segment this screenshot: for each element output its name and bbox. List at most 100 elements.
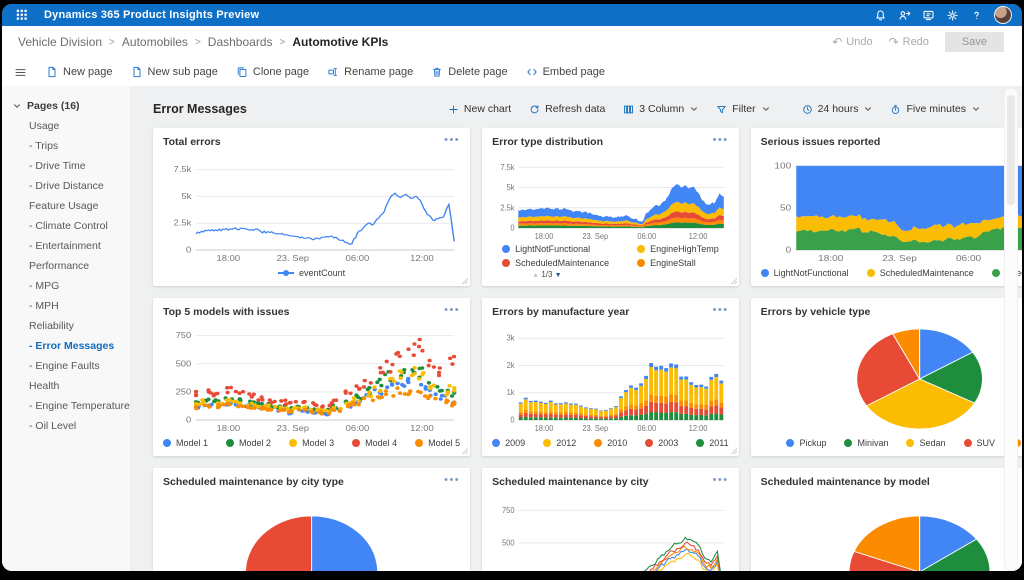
breadcrumb-link[interactable]: Vehicle Division — [18, 35, 103, 49]
settings-icon[interactable] — [940, 5, 964, 25]
pager-down-icon[interactable]: ▼ — [554, 272, 562, 279]
toolbar-filter-button[interactable]: Filter — [708, 101, 777, 117]
sidebar-item-drive-distance[interactable]: - Drive Distance — [29, 180, 104, 192]
svg-text:06:00: 06:00 — [956, 254, 981, 263]
resize-handle[interactable] — [728, 276, 737, 284]
bell-icon[interactable] — [868, 5, 892, 25]
legend-label: Model 3 — [302, 438, 335, 448]
toolbar-new-chart-button[interactable]: New chart — [440, 101, 519, 117]
legend-label: EngineStall — [650, 258, 696, 269]
sidebar-item-mph[interactable]: - MPH — [29, 300, 59, 312]
more-options-icon[interactable]: ••• — [444, 134, 461, 146]
filter-icon — [716, 104, 727, 115]
chart-title: Total errors — [163, 136, 221, 148]
sidebar-item-error-messages[interactable]: - Error Messages — [29, 340, 115, 352]
undo-button[interactable]: ↶ Undo — [832, 35, 873, 49]
user-avatar[interactable] — [994, 6, 1012, 24]
sidebar-item-drive-time[interactable]: - Drive Time — [29, 160, 86, 172]
chart-legend: PickupMinivanSedanSUVSports — [761, 434, 1022, 452]
chart-card: Serious issues reported••• 0 50 100 18:00 23.… — [750, 128, 1022, 286]
svg-text:23. Sep: 23. Sep — [277, 254, 310, 263]
legend-label: 2003 — [658, 438, 679, 448]
chart-card-header: Total errors ••• — [163, 134, 461, 154]
dashboard-main: Error Messages New chart Refresh data 3 Co… — [131, 86, 1022, 571]
save-button[interactable]: Save — [944, 32, 1004, 52]
toolbar-refresh-data-button[interactable]: Refresh data — [521, 101, 613, 117]
breadcrumb-link[interactable]: Dashboards — [207, 35, 273, 49]
sidebar-item-usage[interactable]: Usage — [29, 120, 60, 132]
legend-dot — [760, 269, 769, 277]
pages-header[interactable]: Pages (16) — [2, 98, 130, 116]
svg-text:23. Sep: 23. Sep — [277, 424, 310, 433]
legend-dot — [289, 439, 298, 447]
sidebar-item-performance[interactable]: Performance — [29, 260, 90, 272]
resize-handle[interactable] — [460, 446, 469, 454]
sidebar-item-mpg[interactable]: - MPG — [29, 280, 60, 292]
toolbar-3-column-button[interactable]: 3 Column — [615, 101, 706, 117]
more-options-icon[interactable]: ••• — [712, 474, 729, 486]
svg-text:23. Sep: 23. Sep — [583, 424, 609, 433]
clone-page-button[interactable]: Clone page — [227, 63, 318, 81]
resize-handle[interactable] — [460, 276, 469, 284]
legend-dot — [637, 259, 646, 268]
chart-toolbar: New chart Refresh data 3 Column Filter 24 ho… — [440, 101, 988, 117]
pages-header-label: Pages (16) — [27, 100, 80, 112]
more-options-icon[interactable]: ••• — [444, 474, 461, 486]
sidebar-item-feature-usage[interactable]: Feature Usage — [29, 200, 99, 212]
feedback-icon[interactable] — [916, 5, 940, 25]
new-sub-page-icon — [131, 66, 143, 78]
sidebar-item-engine-faults[interactable]: - Engine Faults — [29, 360, 100, 372]
new-page-button[interactable]: New page — [37, 63, 122, 81]
sidebar-item-climate-control[interactable]: - Climate Control — [29, 220, 108, 232]
legend-item: SUV — [963, 438, 995, 448]
share-user-icon[interactable] — [892, 5, 916, 25]
svg-text:7.5k: 7.5k — [173, 165, 191, 174]
sidebar-item-engine-temperature[interactable]: - Engine Temperature — [29, 400, 130, 412]
chart-card: Errors by vehicle type••• Pickup Minivan Se… — [750, 298, 1022, 456]
app-launcher-waffle-icon[interactable] — [12, 5, 32, 25]
chart-legend: 2009 2012 2010 2003 2011 — [492, 434, 729, 452]
chart-title: Errors by manufacture year — [492, 306, 630, 318]
embed-page-button[interactable]: Embed page — [517, 63, 614, 81]
hamburger-menu-icon[interactable] — [14, 66, 27, 79]
toolbar-five-minutes-button[interactable]: Five minutes — [882, 101, 988, 117]
help-icon[interactable] — [964, 5, 988, 25]
legend-item: Sedan — [906, 438, 946, 448]
delete-page-button[interactable]: Delete page — [422, 63, 516, 81]
new-sub-page-button[interactable]: New sub page — [122, 63, 227, 81]
resize-handle[interactable] — [728, 446, 737, 454]
more-options-icon[interactable]: ••• — [712, 134, 729, 146]
chart-card: Error type distribution ••• 0 2.5k 5k 7.5k 18:… — [482, 128, 739, 286]
legend-item: ScheduledMaintenance — [502, 258, 609, 268]
breadcrumb-link[interactable]: Automobiles — [121, 35, 188, 49]
clock-icon — [802, 104, 813, 115]
svg-text:50: 50 — [780, 203, 791, 212]
legend-dot — [645, 439, 654, 447]
edit-actions: ↶ Undo ↷ Redo Save — [832, 32, 1004, 52]
content-body: Pages (16) Usage - Trips - Drive Time - Dri… — [2, 86, 1022, 571]
sidebar-item-oil-level[interactable]: - Oil Level — [29, 420, 77, 432]
svg-text:12:00: 12:00 — [689, 424, 708, 433]
sidebar-item-trips[interactable]: - Trips — [29, 140, 59, 152]
more-options-icon[interactable]: ••• — [712, 304, 729, 316]
svg-text:18:00: 18:00 — [217, 254, 241, 263]
pager-up-icon[interactable]: ▲ — [532, 272, 540, 279]
scrollbar-thumb[interactable] — [1007, 95, 1015, 205]
chart-plot — [855, 328, 983, 430]
redo-button[interactable]: ↷ Redo — [888, 35, 929, 49]
chart-card-header: Top 5 models with issues ••• — [163, 304, 461, 324]
svg-text:12:00: 12:00 — [410, 424, 434, 433]
svg-text:0: 0 — [511, 415, 515, 424]
page-commands: New page New sub page Clone page Rename pag… — [37, 63, 614, 81]
rename-page-button[interactable]: Rename page — [318, 63, 422, 81]
svg-text:12:00: 12:00 — [410, 254, 434, 263]
legend-item: eventCount — [278, 268, 345, 278]
toolbar-24-hours-button[interactable]: 24 hours — [794, 101, 881, 117]
more-options-icon[interactable]: ••• — [444, 304, 461, 316]
sidebar-item-health[interactable]: Health — [29, 380, 60, 392]
sidebar-item-entertainment[interactable]: - Entertainment — [29, 240, 101, 252]
vertical-scrollbar[interactable] — [1004, 88, 1018, 571]
chart-title: Errors by vehicle type — [760, 306, 871, 318]
legend-label: Model 2 — [239, 438, 272, 448]
sidebar-item-reliability[interactable]: Reliability — [29, 320, 74, 332]
